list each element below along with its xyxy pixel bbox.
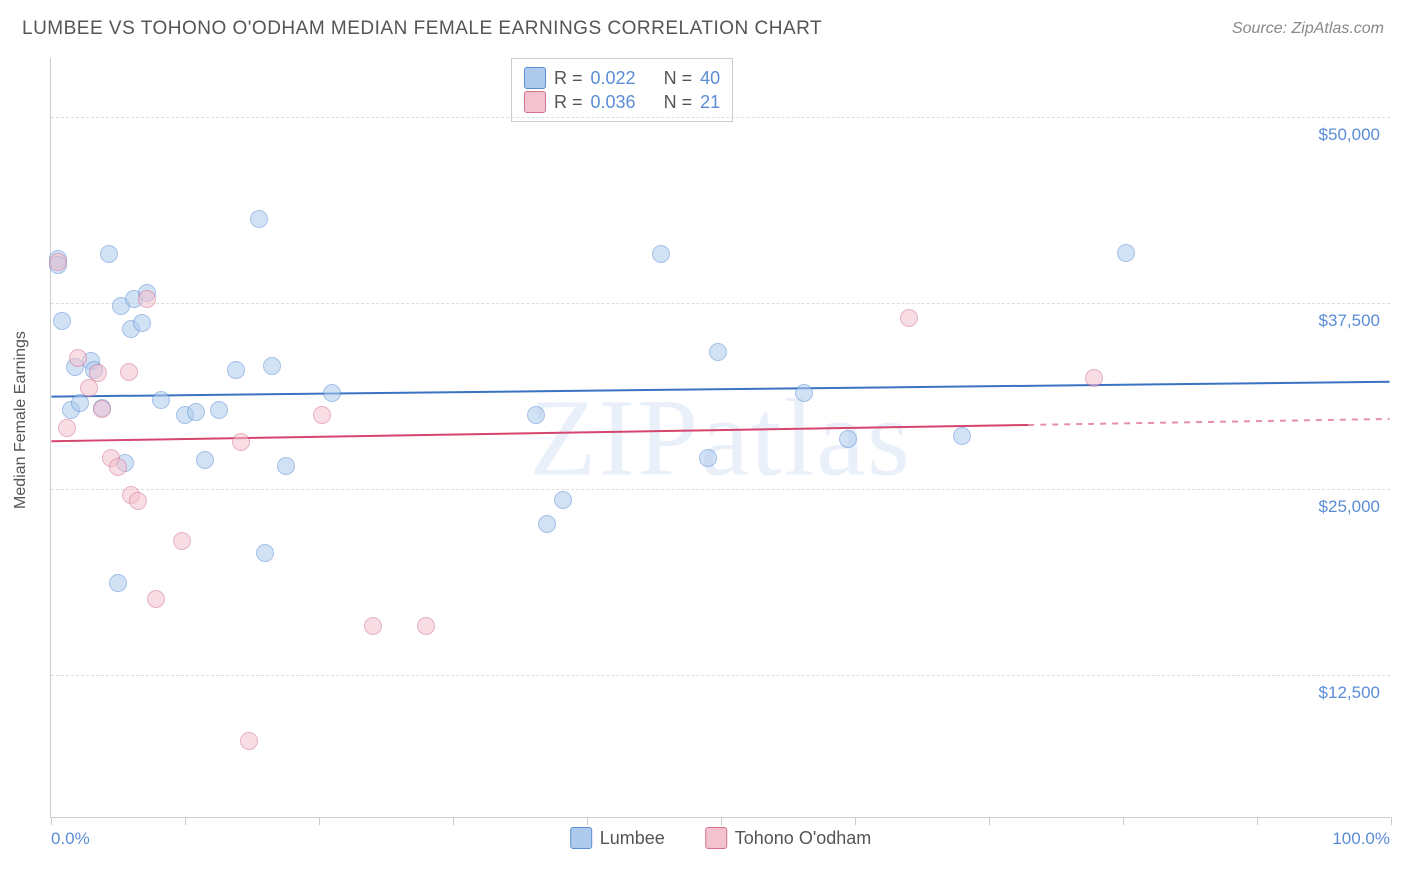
data-point: [227, 361, 245, 379]
r-value-lumbee: 0.022: [591, 68, 636, 89]
data-point: [323, 384, 341, 402]
x-tick: [51, 817, 52, 825]
data-point: [1085, 369, 1103, 387]
data-point: [120, 363, 138, 381]
y-axis-title: Median Female Earnings: [12, 331, 30, 509]
data-point: [527, 406, 545, 424]
r-label: R =: [554, 68, 583, 89]
swatch-tohono: [705, 827, 727, 849]
data-point: [147, 590, 165, 608]
x-tick: [855, 817, 856, 825]
data-point: [138, 290, 156, 308]
stats-row-tohono: R = 0.036 N = 21: [524, 91, 720, 113]
grid-line: [51, 117, 1390, 118]
data-point: [53, 312, 71, 330]
n-value-tohono: 21: [700, 92, 720, 113]
data-point: [89, 364, 107, 382]
data-point: [69, 349, 87, 367]
data-point: [417, 617, 435, 635]
grid-line: [51, 303, 1390, 304]
data-point: [49, 253, 67, 271]
data-point: [313, 406, 331, 424]
data-point: [263, 357, 281, 375]
stats-legend-box: R = 0.022 N = 40 R = 0.036 N = 21: [511, 58, 733, 122]
data-point: [554, 491, 572, 509]
swatch-lumbee: [570, 827, 592, 849]
trend-lines-layer: [51, 58, 1390, 817]
r-value-tohono: 0.036: [591, 92, 636, 113]
data-point: [953, 427, 971, 445]
data-point: [256, 544, 274, 562]
chart-title: LUMBEE VS TOHONO O'ODHAM MEDIAN FEMALE E…: [22, 18, 822, 40]
data-point: [1117, 244, 1135, 262]
y-tick-label: $50,000: [1319, 125, 1380, 145]
x-tick: [185, 817, 186, 825]
data-point: [109, 574, 127, 592]
x-tick: [453, 817, 454, 825]
data-point: [58, 419, 76, 437]
stats-row-lumbee: R = 0.022 N = 40: [524, 67, 720, 89]
data-point: [210, 401, 228, 419]
legend-item-tohono: Tohono O'odham: [705, 827, 872, 849]
y-tick-label: $25,000: [1319, 497, 1380, 517]
data-point: [232, 433, 250, 451]
r-label: R =: [554, 92, 583, 113]
n-label: N =: [664, 68, 693, 89]
legend-label-tohono: Tohono O'odham: [735, 828, 872, 849]
data-point: [109, 458, 127, 476]
swatch-lumbee: [524, 67, 546, 89]
x-tick: [721, 817, 722, 825]
data-point: [173, 532, 191, 550]
data-point: [900, 309, 918, 327]
header-row: LUMBEE VS TOHONO O'ODHAM MEDIAN FEMALE E…: [0, 0, 1406, 50]
data-point: [187, 403, 205, 421]
grid-line: [51, 675, 1390, 676]
data-point: [129, 492, 147, 510]
data-point: [839, 430, 857, 448]
n-label: N =: [664, 92, 693, 113]
data-point: [709, 343, 727, 361]
n-value-lumbee: 40: [700, 68, 720, 89]
data-point: [133, 314, 151, 332]
data-point: [196, 451, 214, 469]
data-point: [652, 245, 670, 263]
y-tick-label: $12,500: [1319, 683, 1380, 703]
swatch-tohono: [524, 91, 546, 113]
x-tick: [587, 817, 588, 825]
legend-label-lumbee: Lumbee: [600, 828, 665, 849]
x-tick: [1123, 817, 1124, 825]
data-point: [364, 617, 382, 635]
data-point: [240, 732, 258, 750]
source-attribution: Source: ZipAtlas.com: [1232, 20, 1384, 38]
data-point: [152, 391, 170, 409]
data-point: [277, 457, 295, 475]
data-point: [699, 449, 717, 467]
legend-item-lumbee: Lumbee: [570, 827, 665, 849]
x-tick: [989, 817, 990, 825]
y-tick-label: $37,500: [1319, 311, 1380, 331]
scatter-chart: ZIPatlas R = 0.022 N = 40 R = 0.036 N = …: [50, 58, 1390, 818]
x-tick: [319, 817, 320, 825]
data-point: [795, 384, 813, 402]
data-point: [250, 210, 268, 228]
series-legend: Lumbee Tohono O'odham: [570, 827, 872, 849]
x-tick: [1257, 817, 1258, 825]
x-tick: [1391, 817, 1392, 825]
data-point: [538, 515, 556, 533]
data-point: [100, 245, 118, 263]
x-max-label: 100.0%: [1332, 829, 1390, 849]
grid-line: [51, 489, 1390, 490]
x-min-label: 0.0%: [51, 829, 90, 849]
data-point: [93, 400, 111, 418]
